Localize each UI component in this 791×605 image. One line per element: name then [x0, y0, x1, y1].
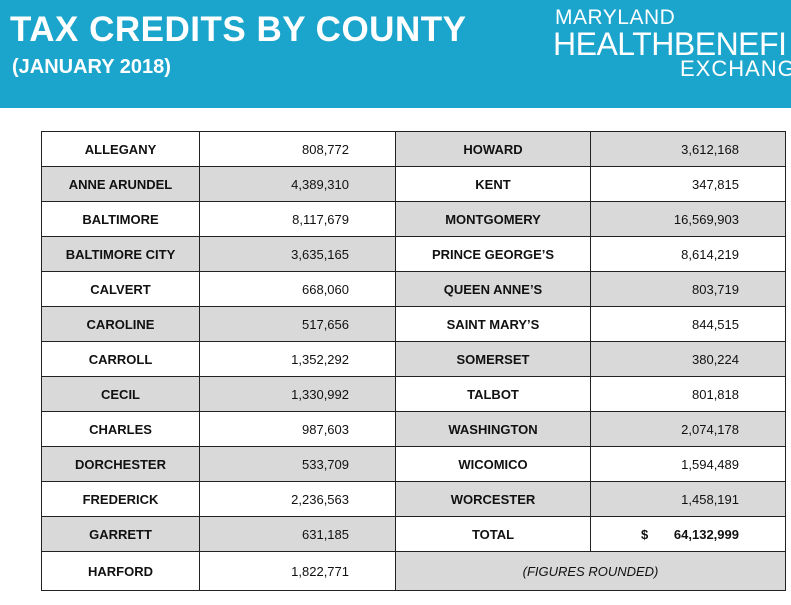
table-row: BALTIMORE 8,117,679 MONTGOMERY 16,569,903 — [41, 201, 786, 237]
credit-value: 347,815 — [590, 166, 786, 202]
credit-value: 1,330,992 — [199, 376, 396, 412]
credit-value: 808,772 — [199, 131, 396, 167]
county-name: HARFORD — [41, 551, 200, 591]
logo-text: MARYLAND — [555, 6, 676, 29]
credit-value: 801,818 — [590, 376, 786, 412]
county-name: BALTIMORE — [41, 201, 200, 237]
credit-value: 517,656 — [199, 306, 396, 342]
credit-value: 844,515 — [590, 306, 786, 342]
table-row: DORCHESTER 533,709 WICOMICO 1,594,489 — [41, 446, 786, 482]
county-name: CARROLL — [41, 341, 200, 377]
county-name: SOMERSET — [395, 341, 591, 377]
credit-value: 1,594,489 — [590, 446, 786, 482]
county-name: GARRETT — [41, 516, 200, 552]
county-name: CAROLINE — [41, 306, 200, 342]
credit-value: 8,614,219 — [590, 236, 786, 272]
table-row: CAROLINE 517,656 SAINT MARY’S 844,515 — [41, 306, 786, 342]
county-name: ALLEGANY — [41, 131, 200, 167]
table-row: GARRETT 631,185 TOTAL $64,132,999 — [41, 516, 786, 552]
credit-value: 1,458,191 — [590, 481, 786, 517]
logo-text: HEALTHBENEFI — [553, 26, 787, 62]
table-row: CARROLL 1,352,292 SOMERSET 380,224 — [41, 341, 786, 377]
header-banner: TAX CREDITS BY COUNTY (JANUARY 2018) MAR… — [0, 0, 791, 108]
table-row: HARFORD 1,822,771 (FIGURES ROUNDED) — [41, 551, 786, 591]
county-name: WICOMICO — [395, 446, 591, 482]
county-name: QUEEN ANNE’S — [395, 271, 591, 307]
county-name: KENT — [395, 166, 591, 202]
county-name: WASHINGTON — [395, 411, 591, 447]
county-name: DORCHESTER — [41, 446, 200, 482]
credit-value: 380,224 — [590, 341, 786, 377]
table-row: ALLEGANY 808,772 HOWARD 3,612,168 — [41, 131, 786, 167]
credit-value: 16,569,903 — [590, 201, 786, 237]
tax-credit-table: ALLEGANY 808,772 HOWARD 3,612,168 ANNE ARUND… — [41, 131, 786, 591]
table-row: FREDERICK 2,236,563 WORCESTER 1,458,191 — [41, 481, 786, 517]
table-row: CHARLES 987,603 WASHINGTON 2,074,178 — [41, 411, 786, 447]
county-name: MONTGOMERY — [395, 201, 591, 237]
county-name: TOTAL — [395, 516, 591, 552]
county-name: HOWARD — [395, 131, 591, 167]
note: (FIGURES ROUNDED) — [395, 551, 786, 591]
total-amount: 64,132,999 — [673, 526, 739, 542]
credit-value: 668,060 — [199, 271, 396, 307]
credit-value: 533,709 — [199, 446, 396, 482]
county-name: SAINT MARY’S — [395, 306, 591, 342]
county-name: FREDERICK — [41, 481, 200, 517]
title: TAX CREDITS BY COUNTY — [10, 10, 467, 49]
currency: $ — [641, 526, 649, 542]
table-row: CECIL 1,330,992 TALBOT 801,818 — [41, 376, 786, 412]
county-name: BALTIMORE CITY — [41, 236, 200, 272]
credit-value: 1,822,771 — [199, 551, 396, 591]
credit-value: 803,719 — [590, 271, 786, 307]
credit-value: 8,117,679 — [199, 201, 396, 237]
county-name: PRINCE GEORGE’S — [395, 236, 591, 272]
subtitle: (JANUARY 2018) — [12, 56, 171, 78]
table-row: BALTIMORE CITY 3,635,165 PRINCE GEORGE’S 8,… — [41, 236, 786, 272]
county-name: CHARLES — [41, 411, 200, 447]
county-name: ANNE ARUNDEL — [41, 166, 200, 202]
county-name: CECIL — [41, 376, 200, 412]
table-row: CALVERT 668,060 QUEEN ANNE’S 803,719 — [41, 271, 786, 307]
credit-value: 2,074,178 — [590, 411, 786, 447]
total-value: $64,132,999 — [590, 516, 786, 552]
county-name: CALVERT — [41, 271, 200, 307]
county-name: TALBOT — [395, 376, 591, 412]
county-name: WORCESTER — [395, 481, 591, 517]
credit-value: 1,352,292 — [199, 341, 396, 377]
table-row: ANNE ARUNDEL 4,389,310 KENT 347,815 — [41, 166, 786, 202]
credit-value: 3,612,168 — [590, 131, 786, 167]
credit-value: 631,185 — [199, 516, 396, 552]
credit-value: 3,635,165 — [199, 236, 396, 272]
logo-text: EXCHANG — [680, 56, 791, 81]
credit-value: 4,389,310 — [199, 166, 396, 202]
credit-value: 2,236,563 — [199, 481, 396, 517]
credit-value: 987,603 — [199, 411, 396, 447]
